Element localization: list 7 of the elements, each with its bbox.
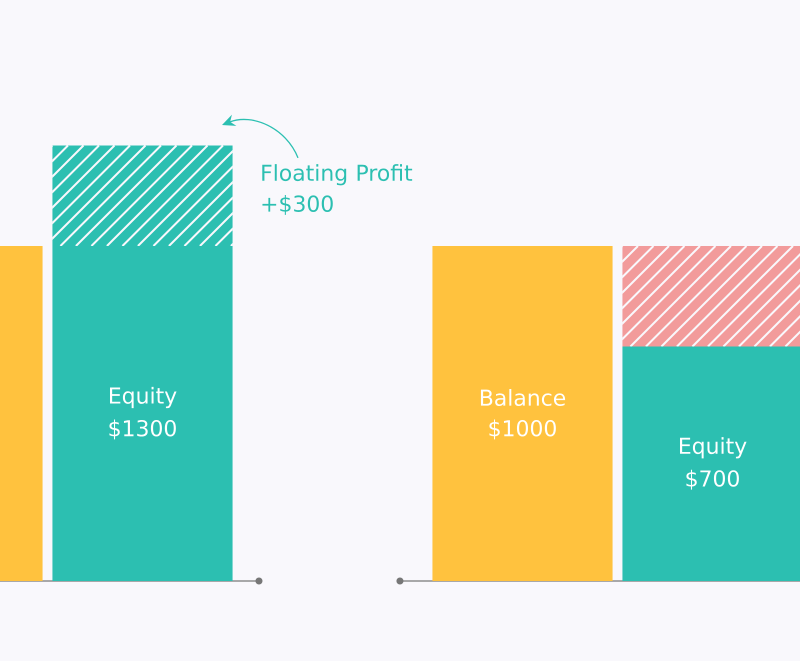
x-tick-label: Equity: [680, 437, 747, 458]
x-tick-label: Balance: [480, 389, 566, 406]
annotation: Floating Profit +$300: [262, 164, 412, 215]
data-label: $1000: [489, 420, 556, 440]
total-label: $1300: [109, 420, 176, 440]
data-label: $700: [686, 470, 739, 490]
x-tick-label: Equity: [110, 386, 177, 408]
